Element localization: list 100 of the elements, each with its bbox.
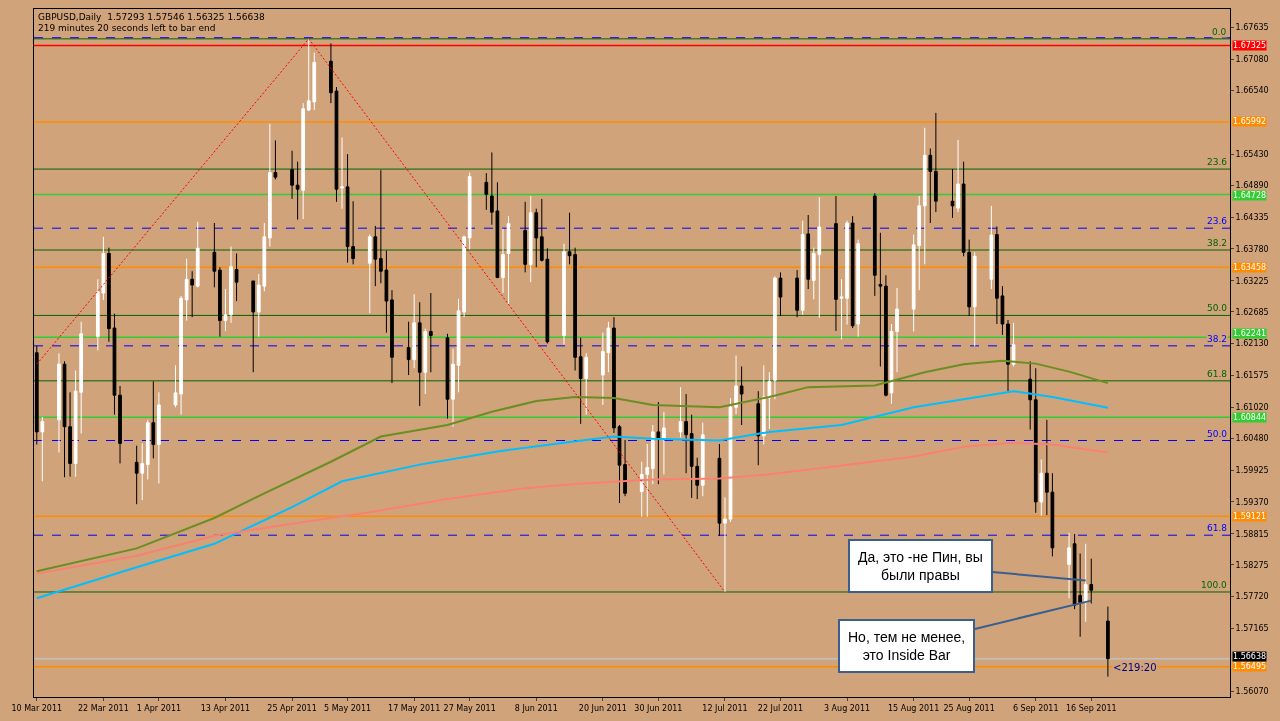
x-tick-label: 25 Aug 2011 <box>943 703 995 713</box>
candlestick <box>950 168 955 219</box>
candlestick <box>57 352 61 454</box>
annotation: 23.6 <box>1207 216 1228 226</box>
candlestick <box>40 416 45 482</box>
y-tick-label: 1.64335 <box>1235 212 1269 222</box>
candlestick <box>922 127 927 265</box>
x-tick-label: 8 Jun 2011 <box>514 703 558 713</box>
y-tick-label: 1.58815 <box>1235 529 1269 539</box>
candlestick <box>972 251 977 347</box>
candlestick <box>534 208 539 268</box>
candlestick <box>578 337 583 425</box>
candlestick <box>806 214 811 290</box>
candlestick <box>1039 458 1044 517</box>
candlestick <box>417 301 422 407</box>
x-tick-label: 10 Mar 2011 <box>11 703 63 713</box>
ref-line-label: 1.63458 <box>1233 263 1267 272</box>
x-tick-label: 6 Sep 2011 <box>1012 703 1059 713</box>
candlestick <box>195 221 200 288</box>
candlestick <box>290 150 294 200</box>
y-tick-label: 1.61020 <box>1235 403 1269 413</box>
ref-line-label: 1.59121 <box>1233 512 1267 521</box>
annotation: 50.0 <box>1207 429 1228 439</box>
ref-line-label: 1.64728 <box>1233 191 1267 200</box>
x-tick-label: 3 Aug 2011 <box>823 703 871 713</box>
x-tick-label: 15 Aug 2011 <box>888 703 940 713</box>
candlestick <box>584 352 589 416</box>
annotation: 23.6 <box>1207 157 1228 167</box>
candlestick <box>134 445 139 505</box>
ref-line-label: 1.56495 <box>1233 662 1267 671</box>
candlestick <box>878 232 883 367</box>
candlestick <box>295 161 300 221</box>
y-tick-label: 1.58275 <box>1235 560 1269 570</box>
y-tick-label: 1.56070 <box>1235 687 1269 697</box>
ref-line-label: 1.67325 <box>1233 41 1267 50</box>
candlestick <box>406 321 411 376</box>
y-tick-label: 1.64890 <box>1235 180 1269 190</box>
candlestick <box>484 172 489 211</box>
candlestick <box>956 139 960 213</box>
candlestick <box>656 401 661 485</box>
x-tick-label: 5 May 2011 <box>324 703 372 713</box>
x-tick-label: 22 Mar 2011 <box>78 703 129 713</box>
y-tick-label: 1.59925 <box>1235 465 1269 475</box>
candlestick <box>773 275 777 400</box>
candlestick <box>678 386 683 439</box>
y-tick-label: 1.62685 <box>1235 307 1269 317</box>
x-tick-label: 22 Jul 2011 <box>757 703 804 713</box>
candlestick <box>662 411 666 475</box>
candlestick <box>412 293 417 369</box>
candlestick <box>184 258 189 322</box>
candlestick <box>223 288 228 332</box>
annotation: Да, это -не Пин, вы были правы <box>858 549 983 584</box>
x-tick-label: 27 May 2011 <box>443 703 496 713</box>
ref-line-label: 1.62241 <box>1233 329 1267 338</box>
y-tick-label: 1.57720 <box>1235 592 1269 602</box>
candlestick <box>301 102 306 220</box>
candlestick <box>889 323 894 405</box>
candlestick <box>723 496 727 593</box>
candlestick <box>1067 532 1071 599</box>
candlestick <box>756 390 761 466</box>
candlestick <box>884 274 888 397</box>
candlestick <box>934 112 938 213</box>
y-tick-label: 1.61575 <box>1235 371 1269 381</box>
y-tick-label: 1.67080 <box>1235 55 1269 65</box>
x-tick-label: 12 Jul 2011 <box>702 703 748 713</box>
y-tick-label: 1.63225 <box>1235 276 1269 286</box>
y-tick-label: 1.65430 <box>1235 149 1269 159</box>
candlestick <box>467 172 472 250</box>
x-tick-label: 17 May 2011 <box>388 703 441 713</box>
candlestick <box>451 348 455 428</box>
ref-line-label: 1.60844 <box>1233 413 1267 422</box>
candlestick <box>340 137 344 210</box>
candlestick <box>612 316 616 434</box>
annotation: 0.0 <box>1212 27 1227 37</box>
candlestick <box>928 147 933 224</box>
candlestick <box>761 364 766 446</box>
y-tick-label: 1.62130 <box>1235 339 1269 349</box>
y-tick-label: 1.67635 <box>1235 23 1269 33</box>
ref-line-label: 1.56638 <box>1233 652 1267 661</box>
x-tick-label: 1 Apr 2011 <box>136 703 182 713</box>
candlestick <box>1033 367 1038 514</box>
candlestick <box>1006 319 1010 392</box>
candlestick <box>650 424 655 485</box>
candlestick <box>1028 360 1033 431</box>
text: 219 minutes 20 seconds left to bar end <box>38 23 216 33</box>
candlestick <box>850 215 855 329</box>
candlestick <box>528 195 533 283</box>
candlestick <box>428 292 433 373</box>
y-tick-label: 1.60480 <box>1235 434 1269 444</box>
annotation: Но, тем не менее, это Inside Bar <box>848 629 966 664</box>
candlestick <box>739 365 744 426</box>
x-tick-label: 25 Apr 2011 <box>267 703 317 713</box>
candlestick <box>834 195 838 332</box>
x-tick-label: 13 Apr 2011 <box>200 703 251 713</box>
candlestick <box>273 139 278 180</box>
candlestick <box>268 123 272 248</box>
ref-line-label: 1.65992 <box>1233 117 1267 126</box>
annotation: 38.2 <box>1207 238 1228 248</box>
y-tick-label: 1.57165 <box>1235 624 1269 634</box>
candlestick <box>1106 606 1110 678</box>
